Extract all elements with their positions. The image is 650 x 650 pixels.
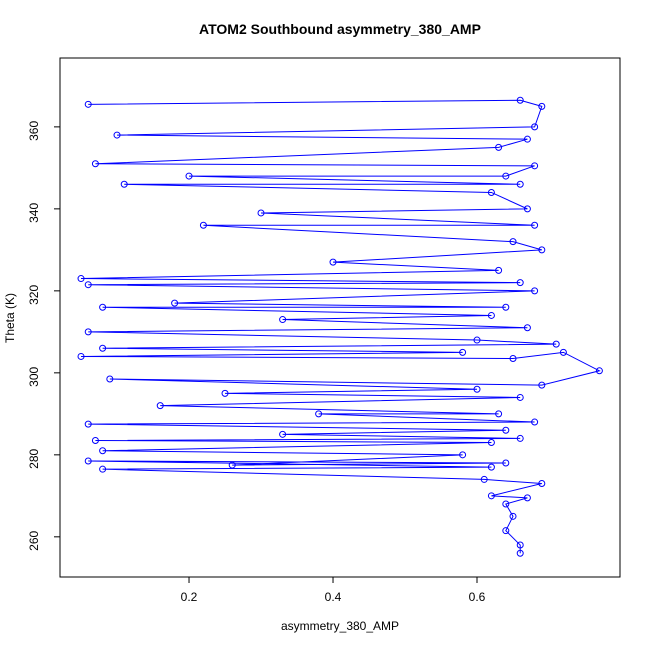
- data-point: [279, 430, 287, 438]
- chart-title: ATOM2 Southbound asymmetry_380_AMP: [199, 21, 481, 37]
- data-point: [487, 463, 495, 471]
- data-point: [480, 475, 488, 483]
- data-point: [487, 492, 495, 500]
- data-point: [329, 258, 337, 266]
- data-point: [523, 494, 531, 502]
- data-point: [171, 299, 179, 307]
- data-point: [531, 418, 539, 426]
- data-point: [538, 381, 546, 389]
- data-point: [531, 123, 539, 131]
- data-point: [552, 340, 560, 348]
- data-point: [495, 143, 503, 151]
- data-point: [199, 221, 207, 229]
- data-point: [559, 348, 567, 356]
- data-point: [595, 367, 603, 375]
- data-point: [502, 459, 510, 467]
- data-point: [516, 549, 524, 557]
- data-point: [185, 172, 193, 180]
- data-point: [531, 162, 539, 170]
- data-point: [523, 135, 531, 143]
- y-tick-label: 320: [27, 285, 41, 305]
- data-point: [315, 410, 323, 418]
- data-point: [502, 527, 510, 535]
- data-point: [77, 352, 85, 360]
- data-point: [279, 316, 287, 324]
- data-point: [531, 287, 539, 295]
- data-point: [487, 188, 495, 196]
- data-point: [120, 180, 128, 188]
- data-point: [516, 541, 524, 549]
- data-point: [502, 172, 510, 180]
- data-point: [516, 279, 524, 287]
- data-point: [538, 480, 546, 488]
- data-point: [516, 393, 524, 401]
- data-point: [538, 246, 546, 254]
- x-tick-label: 0.4: [325, 590, 342, 604]
- data-point: [113, 131, 121, 139]
- data-point: [495, 410, 503, 418]
- data-point: [84, 281, 92, 289]
- data-point: [91, 160, 99, 168]
- x-axis-label: asymmetry_380_AMP: [281, 619, 399, 633]
- y-axis-label: Theta (K): [3, 293, 17, 343]
- data-point: [502, 426, 510, 434]
- data-point: [99, 465, 107, 473]
- data-point: [495, 266, 503, 274]
- y-tick-label: 260: [27, 530, 41, 550]
- data-line: [81, 99, 601, 554]
- data-point: [84, 328, 92, 336]
- data-point: [228, 461, 236, 469]
- data-point: [77, 275, 85, 283]
- data-point: [502, 500, 510, 508]
- plot-frame: [59, 57, 621, 578]
- data-point: [487, 311, 495, 319]
- data-point: [523, 324, 531, 332]
- data-point: [516, 180, 524, 188]
- data-point: [509, 238, 517, 246]
- data-point: [523, 205, 531, 213]
- data-point: [84, 420, 92, 428]
- data-point: [473, 385, 481, 393]
- data-point: [516, 96, 524, 104]
- data-point: [509, 354, 517, 362]
- x-tick-label: 0.6: [469, 590, 486, 604]
- data-point: [531, 221, 539, 229]
- data-point: [99, 447, 107, 455]
- data-point: [538, 102, 546, 110]
- data-point: [156, 402, 164, 410]
- data-point: [106, 375, 114, 383]
- data-point: [221, 389, 229, 397]
- data-point: [257, 209, 265, 217]
- data-point: [509, 512, 517, 520]
- data-point: [473, 336, 481, 344]
- y-tick-label: 280: [27, 449, 41, 469]
- data-point: [84, 457, 92, 465]
- data-point: [84, 100, 92, 108]
- data-point: [487, 439, 495, 447]
- data-point: [99, 344, 107, 352]
- data-point: [502, 303, 510, 311]
- data-point: [516, 434, 524, 442]
- data-point: [459, 451, 467, 459]
- y-tick-label: 300: [27, 367, 41, 387]
- data-point: [91, 436, 99, 444]
- data-point: [99, 303, 107, 311]
- y-tick-label: 360: [27, 121, 41, 141]
- y-tick-label: 340: [27, 203, 41, 223]
- x-tick-label: 0.2: [181, 590, 198, 604]
- data-point: [459, 348, 467, 356]
